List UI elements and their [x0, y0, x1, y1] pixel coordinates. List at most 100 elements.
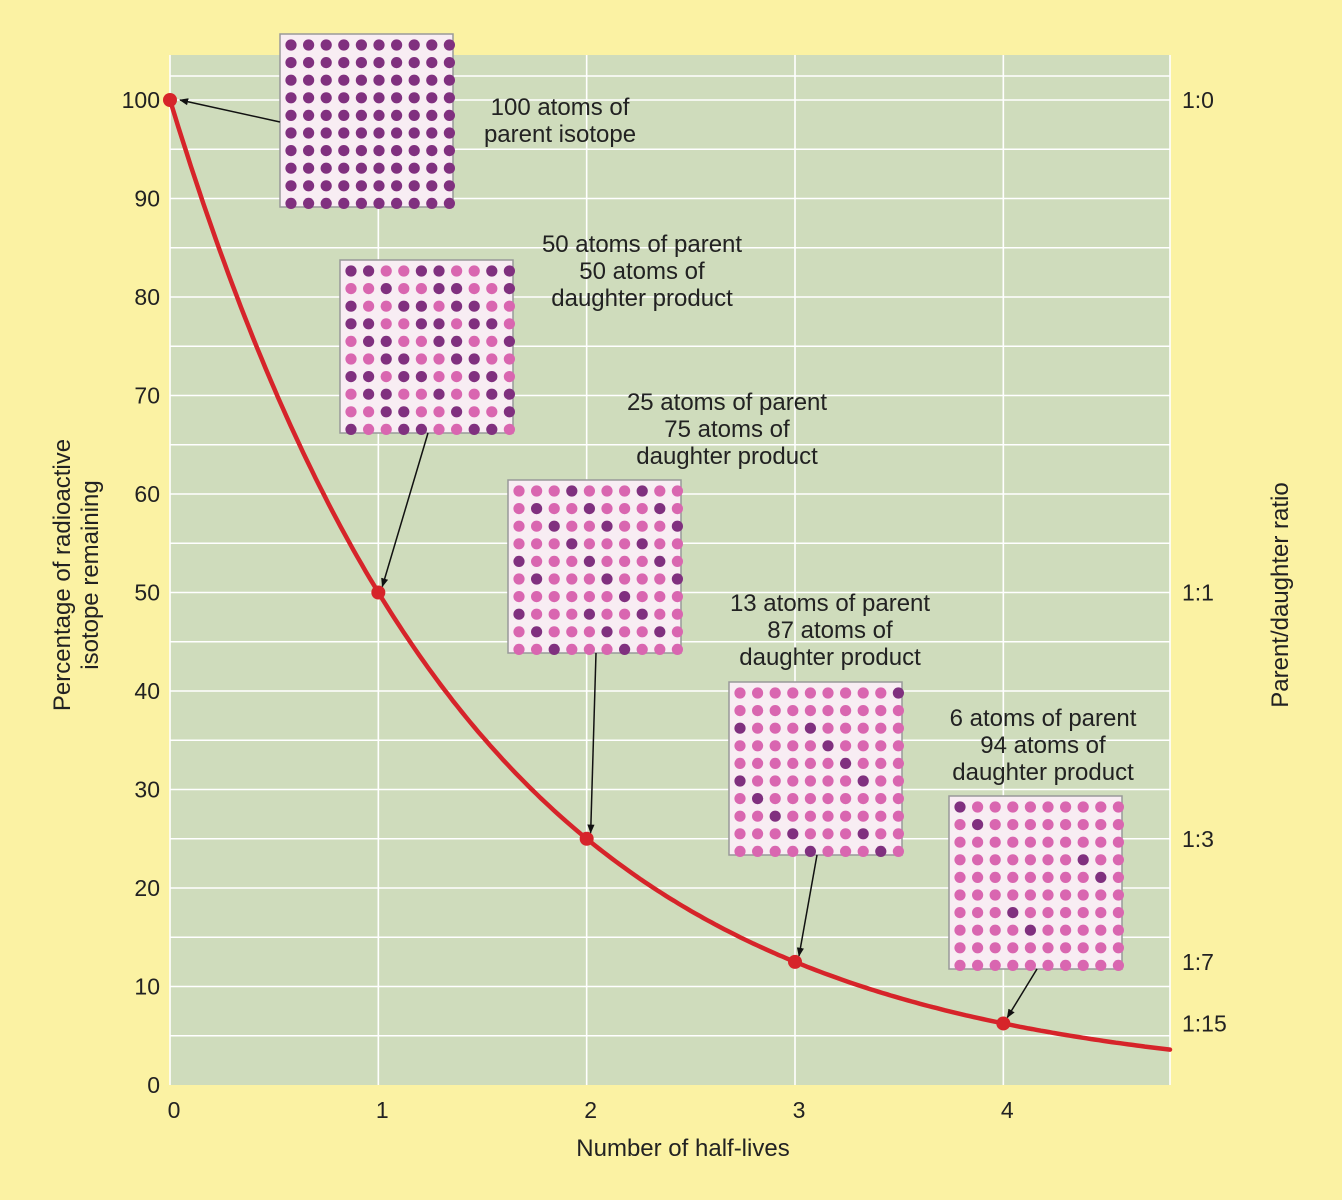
daughter-atom	[892, 775, 905, 787]
parent-atom	[654, 503, 666, 515]
annotation-label-line: 6 atoms of parent	[950, 705, 1137, 732]
parent-atom	[391, 127, 403, 139]
daughter-atom	[1112, 959, 1124, 972]
daughter-atom	[1042, 801, 1054, 813]
annotation-label-line: daughter product	[636, 443, 818, 470]
parent-atom	[503, 335, 515, 347]
daughter-atom	[513, 538, 525, 550]
daughter-atom	[548, 485, 560, 497]
parent-atom	[531, 626, 543, 638]
parent-atom	[373, 57, 385, 69]
daughter-atom	[1112, 924, 1124, 936]
daughter-atom	[654, 573, 666, 585]
daughter-atom	[486, 283, 498, 295]
parent-atom	[443, 74, 455, 86]
parent-atom	[408, 109, 420, 121]
daughter-atom	[804, 810, 817, 822]
parent-atom	[398, 300, 410, 312]
parent-atom	[320, 197, 332, 209]
parent-atom	[892, 687, 905, 699]
daughter-atom	[954, 854, 966, 866]
daughter-atom	[1042, 959, 1054, 972]
daughter-atom	[619, 538, 631, 550]
daughter-atom	[769, 687, 781, 699]
daughter-atom	[804, 740, 817, 752]
daughter-atom	[840, 810, 852, 822]
daughter-atom	[486, 335, 498, 347]
daughter-atom	[415, 388, 427, 400]
daughter-atom	[822, 722, 834, 734]
parent-atom	[619, 591, 631, 603]
daughter-atom	[972, 836, 984, 848]
daughter-atom	[822, 775, 834, 787]
daughter-atom	[566, 573, 578, 585]
annotation-label-line: 25 atoms of parent	[627, 389, 827, 416]
daughter-atom	[1007, 854, 1019, 866]
daughter-atom	[433, 353, 445, 365]
data-point	[788, 954, 802, 969]
daughter-atom	[1060, 889, 1072, 901]
parent-atom	[380, 335, 392, 347]
daughter-atom	[531, 485, 543, 497]
daughter-atom	[345, 388, 357, 400]
parent-atom	[583, 555, 596, 568]
daughter-atom	[671, 503, 684, 515]
daughter-atom	[875, 775, 887, 787]
daughter-atom	[1060, 836, 1072, 848]
parent-atom	[380, 406, 392, 418]
parent-atom	[303, 162, 315, 174]
daughter-atom	[1060, 801, 1072, 813]
daughter-atom	[972, 959, 984, 972]
parent-atom	[338, 197, 350, 209]
daughter-atom	[566, 555, 578, 568]
daughter-atom	[804, 757, 817, 770]
daughter-atom	[1077, 801, 1089, 813]
daughter-atom	[822, 828, 834, 840]
parent-atom	[338, 127, 350, 139]
daughter-atom	[1060, 819, 1072, 831]
daughter-atom	[875, 828, 887, 840]
daughter-atom	[531, 555, 543, 568]
daughter-atom	[1095, 924, 1107, 936]
daughter-atom	[345, 406, 357, 418]
parent-atom	[954, 801, 966, 813]
daughter-atom	[972, 871, 984, 884]
daughter-atom	[636, 626, 648, 638]
parent-atom	[320, 39, 332, 51]
daughter-atom	[486, 353, 498, 365]
daughter-atom	[486, 300, 498, 312]
daughter-atom	[752, 810, 764, 822]
daughter-atom	[840, 828, 852, 840]
y2-axis-title: Parent/daughter ratio	[1267, 482, 1294, 707]
parent-atom	[408, 162, 420, 174]
daughter-atom	[1042, 836, 1054, 848]
daughter-atom	[840, 793, 852, 805]
daughter-atom	[1060, 924, 1072, 936]
daughter-atom	[363, 300, 375, 312]
daughter-atom	[583, 626, 596, 638]
daughter-atom	[734, 845, 746, 858]
atom-grid-0	[279, 33, 455, 209]
daughter-atom	[989, 889, 1001, 901]
daughter-atom	[636, 591, 648, 603]
parent-atom	[380, 283, 392, 295]
parent-atom	[443, 197, 455, 209]
parent-atom	[426, 145, 438, 157]
daughter-atom	[1024, 854, 1036, 866]
parent-atom	[426, 180, 438, 192]
parent-atom	[398, 423, 410, 435]
daughter-atom	[1095, 959, 1107, 972]
daughter-atom	[1077, 924, 1089, 936]
parent-atom	[426, 197, 438, 209]
daughter-atom	[892, 757, 905, 770]
daughter-atom	[1042, 871, 1054, 884]
y-tick-label: 20	[134, 875, 160, 901]
parent-atom	[373, 162, 385, 174]
daughter-atom	[892, 740, 905, 752]
parent-atom	[303, 127, 315, 139]
parent-atom	[373, 197, 385, 209]
daughter-atom	[398, 318, 410, 330]
daughter-atom	[636, 520, 648, 532]
daughter-atom	[734, 810, 746, 822]
